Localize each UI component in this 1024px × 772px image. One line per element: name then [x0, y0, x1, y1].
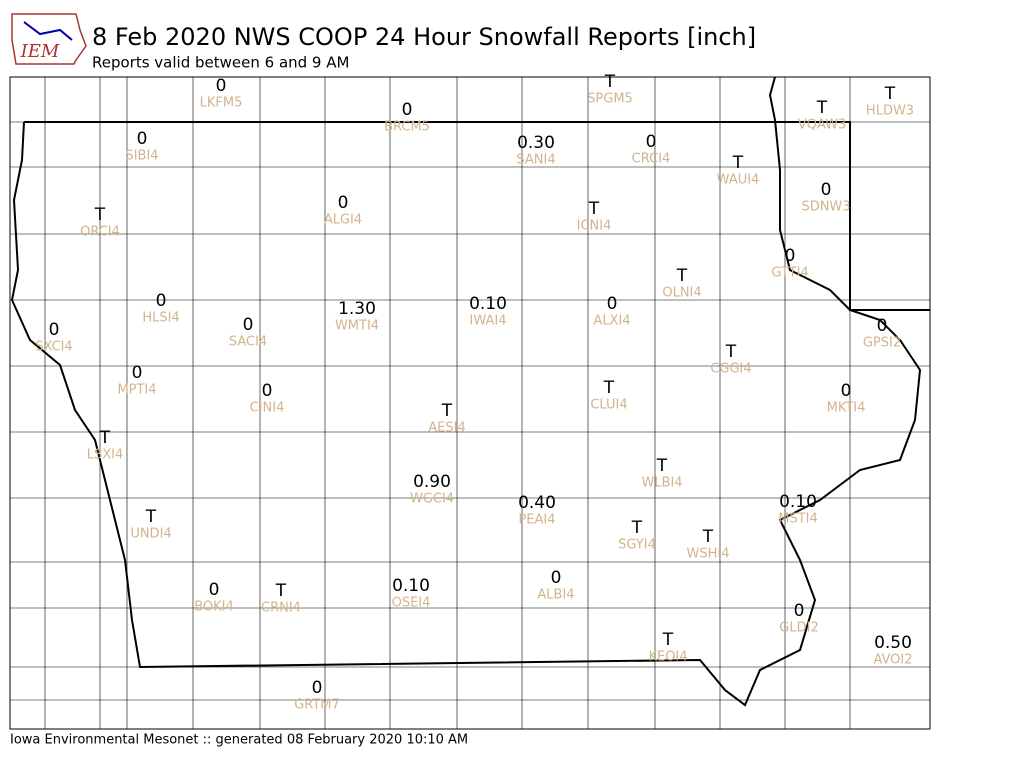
station-id: ORCI4 — [80, 225, 120, 240]
station-id: HLDW3 — [866, 104, 914, 119]
station-id: CGGI4 — [710, 362, 751, 377]
map — [9, 76, 931, 730]
station-id: CLUI4 — [590, 398, 627, 413]
station-value: T — [702, 527, 714, 547]
station-value: T — [604, 72, 616, 92]
station-id: KEOI4 — [648, 650, 687, 665]
station-id: SACI4 — [229, 335, 267, 350]
station-value: 0 — [209, 580, 220, 600]
station-value: 0 — [312, 678, 323, 698]
station-value: 0.50 — [874, 633, 912, 653]
station-id: MSTI4 — [778, 512, 818, 527]
station-value: 0.30 — [517, 133, 555, 153]
station-value: T — [588, 199, 600, 219]
station-id: LSXI4 — [87, 448, 124, 463]
station-id: LKFM5 — [200, 96, 243, 111]
station-value: T — [99, 428, 111, 448]
station-id: OSEI4 — [392, 596, 431, 611]
station-value: T — [631, 518, 643, 538]
station-value: T — [676, 266, 688, 286]
station-value: 0 — [243, 315, 254, 335]
station-id: GRTM7 — [294, 698, 340, 713]
station-id: WAUI4 — [717, 173, 760, 188]
station-value: T — [816, 98, 828, 118]
station-id: UNDI4 — [130, 527, 171, 542]
station-value: 0.10 — [392, 576, 430, 596]
station-value: 0.40 — [518, 493, 556, 513]
station-id: MKTI4 — [827, 401, 866, 416]
station-value: T — [656, 456, 668, 476]
station-id: CRNI4 — [261, 601, 301, 616]
station-value: T — [725, 342, 737, 362]
station-value: 0 — [137, 129, 148, 149]
station-id: CRCI4 — [632, 152, 671, 167]
station-id: VQAW3 — [798, 118, 846, 133]
station-value: T — [732, 153, 744, 173]
station-id: ALBI4 — [537, 588, 574, 603]
station-id: PEAI4 — [518, 513, 555, 528]
station-id: OLNI4 — [662, 286, 701, 301]
station-id: BRCM5 — [384, 120, 430, 135]
station-value: T — [275, 581, 287, 601]
station-value: 0 — [216, 76, 227, 96]
station-id: AVOI2 — [873, 653, 912, 668]
station-id: SXCI4 — [35, 340, 72, 355]
title: 8 Feb 2020 NWS COOP 24 Hour Snowfall Rep… — [92, 23, 756, 51]
station-value: 0 — [551, 568, 562, 588]
station-value: 1.30 — [338, 299, 376, 319]
station-value: T — [884, 84, 896, 104]
station-id: WSHI4 — [687, 547, 730, 562]
station-value: 0.10 — [469, 294, 507, 314]
station-value: T — [145, 507, 157, 527]
station-id: GLDI2 — [779, 621, 818, 636]
station-id: SPGM5 — [587, 92, 633, 107]
station-value: 0 — [877, 316, 888, 336]
station-value: 0 — [402, 100, 413, 120]
station-id: WMTI4 — [335, 319, 379, 334]
station-id: SDNW3 — [801, 200, 850, 215]
station-id: ICNI4 — [577, 219, 612, 234]
station-id: ALXI4 — [593, 314, 630, 329]
logo: IEM — [11, 13, 87, 65]
logo-text: IEM — [20, 41, 60, 62]
station-id: GTTI4 — [771, 266, 808, 281]
station-value: 0 — [49, 320, 60, 340]
station-value: 0 — [821, 180, 832, 200]
station-value: 0.10 — [779, 492, 817, 512]
station-id: WGCI4 — [410, 492, 454, 507]
station-value: 0 — [646, 132, 657, 152]
station-id: SIBI4 — [125, 149, 158, 164]
station-value: 0.90 — [413, 472, 451, 492]
station-id: SANI4 — [516, 153, 555, 168]
station-id: CINI4 — [250, 401, 285, 416]
station-value: 0 — [262, 381, 273, 401]
station-id: GPSI2 — [863, 336, 901, 351]
footer: Iowa Environmental Mesonet :: generated … — [10, 733, 468, 748]
station-value: 0 — [794, 601, 805, 621]
station-id: ALGI4 — [324, 213, 362, 228]
station-value: 0 — [785, 246, 796, 266]
station-id: SGYI4 — [618, 538, 656, 553]
station-id: MPTI4 — [117, 383, 156, 398]
station-value: T — [94, 205, 106, 225]
station-value: 0 — [841, 381, 852, 401]
station-id: IWAI4 — [470, 314, 507, 329]
station-value: T — [662, 630, 674, 650]
station-id: BOKI4 — [194, 600, 234, 615]
station-value: T — [441, 401, 453, 421]
station-id: AESI4 — [428, 421, 465, 436]
station-value: 0 — [607, 294, 618, 314]
station-id: WLBI4 — [641, 476, 682, 491]
station-value: 0 — [338, 193, 349, 213]
station-id: HLSI4 — [142, 311, 179, 326]
station-value: 0 — [132, 363, 143, 383]
station-value: T — [603, 378, 615, 398]
station-value: 0 — [156, 291, 167, 311]
subtitle: Reports valid between 6 and 9 AM — [92, 54, 349, 72]
